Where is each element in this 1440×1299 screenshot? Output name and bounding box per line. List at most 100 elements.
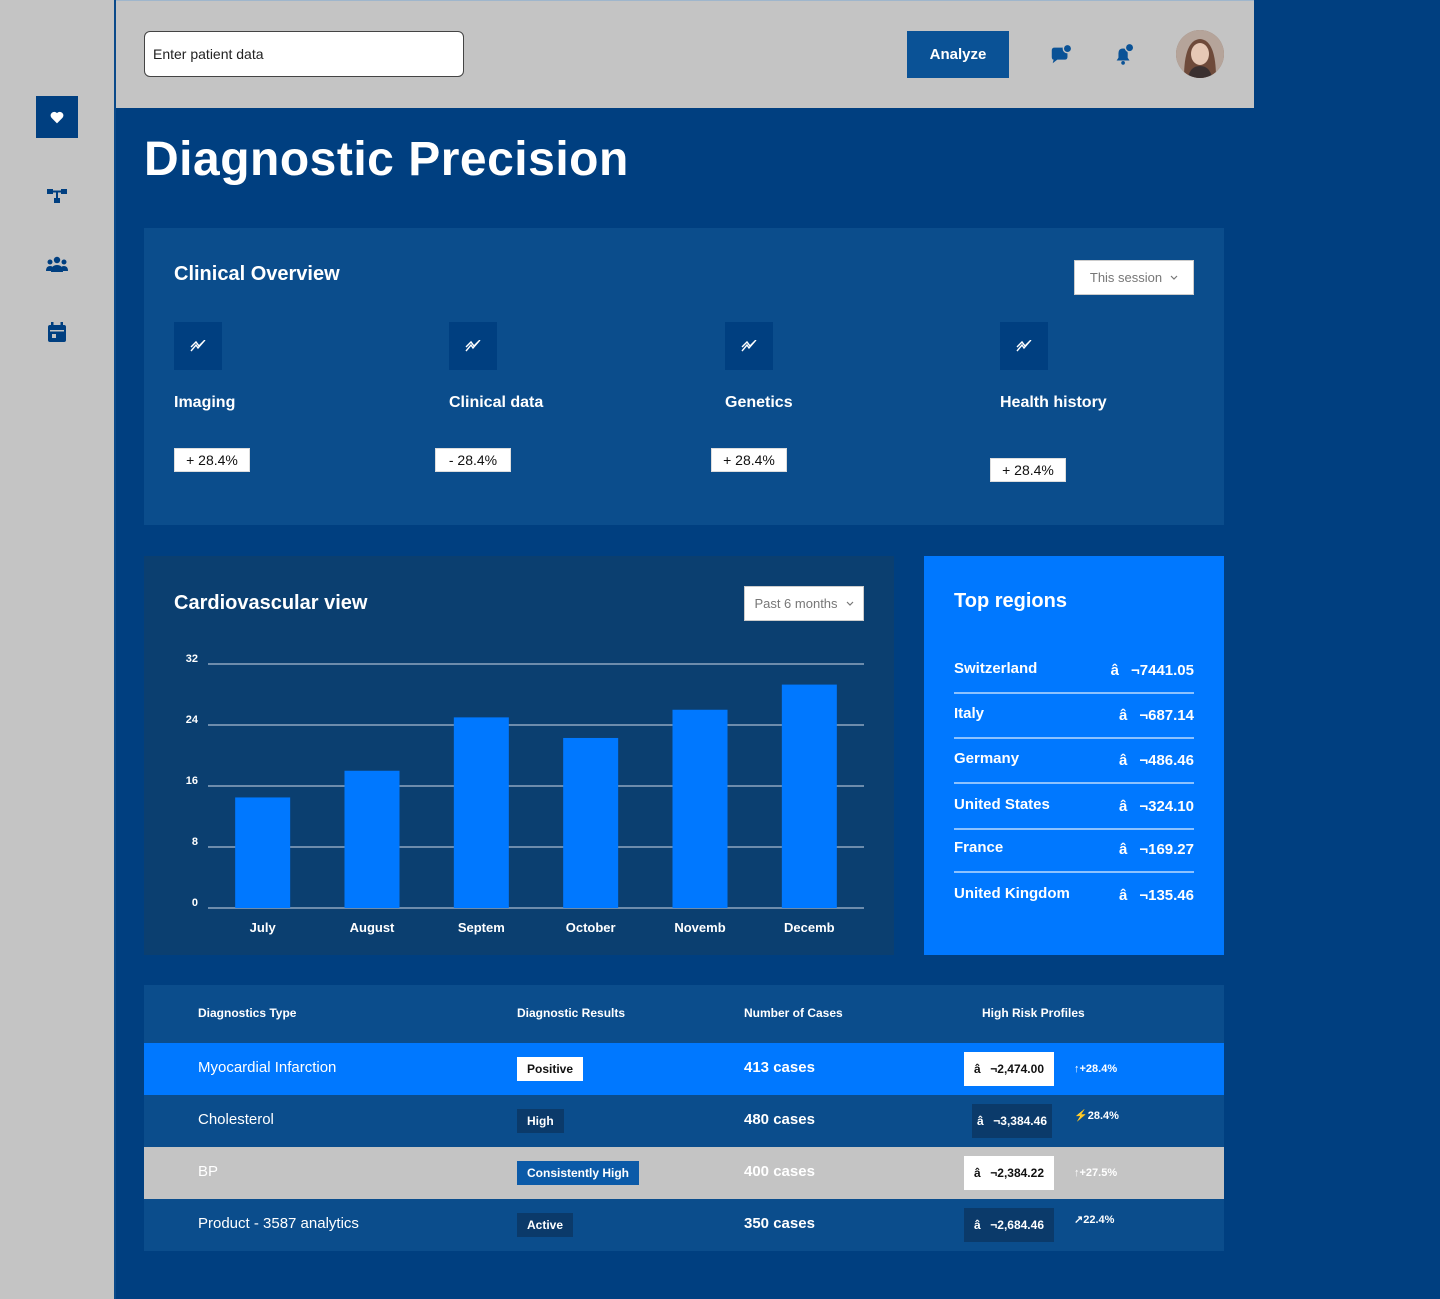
header-diagnostic-results[interactable]: Diagnostic Results: [517, 1006, 626, 1020]
bar-october[interactable]: [563, 737, 619, 908]
chart-period-select[interactable]: Past 6 months: [744, 586, 864, 621]
metric-change-clinical-data: - 28.4%: [435, 448, 511, 472]
trend-arrow-icon: ↗: [1074, 1214, 1084, 1226]
notifications-button[interactable]: [1112, 42, 1136, 67]
x-tick-label: Novemb: [674, 920, 725, 935]
users-icon: [46, 256, 68, 272]
table-row[interactable]: Cholesterol High 480 cases â¬3,384.46 ⚡28.4…: [144, 1095, 1224, 1147]
header-number-of-cases[interactable]: Number of Cases: [744, 1006, 843, 1020]
cell-delta: ↑+27.5%: [1074, 1167, 1117, 1179]
y-tick-label: 24: [186, 714, 199, 726]
header-diagnostics-type[interactable]: Diagnostics Type: [198, 1006, 297, 1020]
region-row[interactable]: France â¬169.27: [954, 839, 1194, 873]
region-name: Switzerland: [954, 660, 1038, 677]
cell-amount: â¬3,384.46: [972, 1104, 1052, 1138]
bar-novemb[interactable]: [672, 709, 728, 908]
bar-august[interactable]: [344, 770, 400, 908]
cell-diagnostic-type: Cholesterol: [198, 1111, 274, 1128]
cell-delta: ⚡28.4%: [1074, 1109, 1119, 1122]
trend-icon: [1016, 340, 1032, 352]
table-row[interactable]: Product - 3587 analytics Active 350 cases â…: [144, 1199, 1224, 1251]
metric-change-imaging: + 28.4%: [174, 448, 250, 472]
result-badge: Positive: [517, 1057, 584, 1081]
cardiovascular-bar-chart: 0 8 16 24 32 July August Septem October Novemb Dec…: [186, 653, 864, 935]
cell-delta: ↑+28.4%: [1074, 1063, 1117, 1075]
delta-value: +27.5%: [1079, 1167, 1118, 1179]
cell-cases: 400 cases: [744, 1163, 815, 1180]
health-history-trend-icon-box: [1000, 322, 1048, 370]
region-value: â¬135.46: [1119, 887, 1194, 904]
cell-cases: 350 cases: [744, 1215, 815, 1232]
y-tick-label: 16: [186, 775, 198, 787]
chevron-down-icon: [1170, 275, 1178, 280]
cell-diagnostic-type: Product - 3587 analytics: [198, 1215, 359, 1232]
overview-period-value: This session: [1089, 270, 1163, 285]
trend-arrow-icon: ↑: [1074, 1063, 1080, 1075]
overview-period-select[interactable]: This session: [1074, 260, 1194, 295]
metric-label-clinical-data: Clinical data: [449, 394, 544, 411]
chevron-down-icon: [846, 601, 853, 606]
right-background: [1254, 0, 1440, 1299]
cell-amount: â¬2,684.46: [964, 1208, 1054, 1242]
cardiovascular-title: Cardiovascular view: [174, 592, 368, 614]
bar-septem[interactable]: [453, 717, 509, 908]
region-row[interactable]: Germany â¬486.46: [954, 750, 1194, 784]
cell-amount: â¬2,474.00: [964, 1052, 1054, 1086]
header-high-risk-profiles[interactable]: High Risk Profiles: [982, 1006, 1085, 1020]
table-row[interactable]: Myocardial Infarction Positive 413 cases â…: [144, 1043, 1224, 1095]
cell-diagnostic-type: Myocardial Infarction: [198, 1059, 337, 1076]
chart-period-value: Past 6 months: [754, 596, 838, 611]
region-value: â¬169.27: [1119, 841, 1194, 858]
chat-button[interactable]: [1049, 43, 1073, 67]
sidebar-item-heart[interactable]: [36, 96, 78, 138]
analyze-button[interactable]: Analyze: [907, 31, 1009, 78]
cell-cases: 480 cases: [744, 1111, 815, 1128]
delta-value: 22.4%: [1083, 1214, 1115, 1226]
bar-july[interactable]: [235, 797, 291, 908]
table-body: Myocardial Infarction Positive 413 cases â…: [144, 1043, 1224, 1251]
region-row[interactable]: United States â¬324.10: [954, 796, 1194, 830]
avatar-portrait-icon: [1176, 30, 1224, 78]
region-value: â¬687.14: [1119, 707, 1194, 724]
region-row[interactable]: Italy â¬687.14: [954, 705, 1194, 739]
y-tick-label: 0: [192, 897, 198, 909]
table-header: Diagnostics Type Diagnostic Results Numb…: [144, 985, 1224, 1043]
user-avatar[interactable]: [1176, 30, 1224, 78]
cell-amount: â¬2,384.22: [964, 1156, 1054, 1190]
heart-icon: [50, 111, 64, 123]
region-value: â¬324.10: [1119, 798, 1194, 815]
bar-decemb[interactable]: [781, 684, 837, 908]
region-name: France: [954, 839, 1004, 856]
metric-change-health-history: + 28.4%: [990, 458, 1066, 482]
page-title: Diagnostic Precision: [144, 133, 629, 186]
calendar-icon: [48, 322, 66, 342]
top-regions-title: Top regions: [954, 590, 1067, 612]
region-row[interactable]: United Kingdom â¬135.46: [954, 885, 1194, 917]
region-row[interactable]: Switzerland â¬7441.05: [954, 660, 1194, 694]
sidebar-item-network[interactable]: [36, 175, 78, 217]
region-name: Italy: [954, 705, 985, 722]
metric-label-imaging: Imaging: [174, 394, 236, 411]
trend-arrow-icon: ⚡: [1074, 1110, 1088, 1122]
clinical-overview-title: Clinical Overview: [174, 263, 340, 285]
chat-icon: [1051, 43, 1073, 64]
x-tick-label: August: [350, 920, 395, 935]
region-name: United States: [954, 796, 1050, 813]
cell-cases: 413 cases: [744, 1059, 815, 1076]
delta-value: 28.4%: [1087, 1110, 1119, 1122]
bell-icon: [1116, 42, 1135, 65]
metric-label-genetics: Genetics: [725, 394, 793, 411]
x-tick-label: Decemb: [784, 920, 835, 935]
metric-change-genetics: + 28.4%: [711, 448, 787, 472]
table-row[interactable]: BP Consistently High 400 cases â¬2,384.22 ↑…: [144, 1147, 1224, 1199]
network-icon: [47, 189, 67, 203]
clinical-data-trend-icon-box: [449, 322, 497, 370]
result-badge: High: [517, 1109, 564, 1133]
trend-arrow-icon: ↑: [1074, 1167, 1080, 1179]
region-value: â¬7441.05: [1110, 662, 1194, 679]
patient-data-input[interactable]: [144, 31, 464, 77]
top-regions-card: [924, 556, 1224, 955]
y-tick-label: 8: [192, 836, 198, 848]
sidebar-item-calendar[interactable]: [36, 311, 78, 353]
sidebar-item-users[interactable]: [36, 243, 78, 285]
